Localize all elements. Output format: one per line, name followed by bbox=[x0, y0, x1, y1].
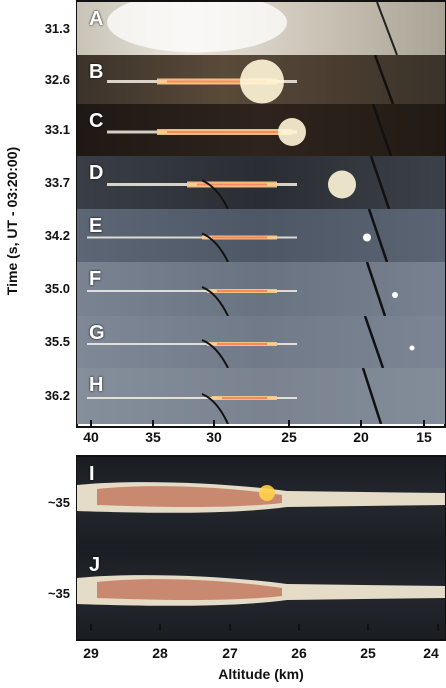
bottom-axis-tick bbox=[159, 624, 161, 631]
panel-letter-h: H bbox=[89, 374, 104, 396]
meteor-trail-c bbox=[107, 104, 393, 156]
panel-i: I bbox=[77, 457, 445, 548]
time-label-f: 35.0 bbox=[44, 281, 70, 296]
bottom-axis-tick-label: 25 bbox=[360, 645, 376, 661]
panel-e: E bbox=[77, 209, 445, 262]
panel-letter-b: B bbox=[89, 61, 104, 83]
top-axis-tick-label: 30 bbox=[206, 429, 222, 445]
meteor-trail-h bbox=[87, 368, 383, 424]
time-label-a: 31.3 bbox=[44, 20, 70, 36]
time-label-g: 35.5 bbox=[44, 334, 70, 349]
bottom-axis-tick-label: 28 bbox=[152, 645, 168, 661]
top-axis-tick bbox=[90, 420, 92, 427]
top-axis-tick bbox=[423, 420, 425, 427]
meteor-trail-closeup-i bbox=[77, 482, 445, 513]
meteor-trail-closeup-j bbox=[77, 575, 445, 606]
meteor-trail-g bbox=[87, 316, 415, 368]
time-label-h: 36.2 bbox=[44, 388, 70, 403]
bottom-axis-tick bbox=[298, 624, 300, 631]
bottom-axis-tick bbox=[437, 624, 439, 631]
time-label-i: ~35 bbox=[47, 495, 70, 510]
top-axis-tick-label: 20 bbox=[353, 429, 369, 445]
meteor-trail-f bbox=[87, 262, 398, 316]
meteor-trail-d bbox=[107, 156, 391, 209]
top-axis-tick bbox=[213, 420, 215, 427]
meteor-trail-a bbox=[107, 2, 398, 55]
panel-c: C bbox=[77, 104, 445, 156]
panel-a: A bbox=[77, 2, 445, 55]
top-axis-tick bbox=[152, 420, 154, 427]
time-label-j: ~35 bbox=[47, 586, 70, 601]
time-label-b: 32.6 bbox=[44, 71, 70, 87]
bottom-axis-tick bbox=[90, 624, 92, 631]
panel-b: B bbox=[77, 55, 445, 104]
top-axis-tick-label: 40 bbox=[83, 429, 99, 445]
time-label-c: 33.1 bbox=[44, 122, 70, 137]
bottom-axis-tick-label: 24 bbox=[423, 645, 439, 661]
top-axis-tick bbox=[288, 420, 290, 427]
panel-g: G bbox=[77, 316, 445, 368]
panel-letter-j: J bbox=[89, 554, 101, 576]
panel-j: J bbox=[77, 548, 445, 639]
top-axis-tick-label: 25 bbox=[281, 429, 297, 445]
x-axis-label: Altitude (km) bbox=[218, 666, 304, 682]
panel-f: F bbox=[77, 262, 445, 316]
top-axis-tick-label: 35 bbox=[145, 429, 161, 445]
bottom-axis-tick-label: 26 bbox=[291, 645, 307, 661]
panel-letter-c: C bbox=[89, 110, 104, 132]
top-axis-tick bbox=[360, 420, 362, 427]
panel-letter-a: A bbox=[89, 8, 104, 30]
panel-letter-d: D bbox=[89, 162, 104, 184]
bottom-axis-tick-label: 27 bbox=[222, 645, 238, 661]
time-label-e: 34.2 bbox=[44, 227, 70, 243]
panel-letter-e: E bbox=[89, 215, 103, 237]
meteor-trail-b bbox=[107, 55, 395, 104]
top-axis-tick-label: 15 bbox=[416, 429, 432, 445]
panel-d: D bbox=[77, 156, 445, 209]
panel-letter-g: G bbox=[89, 322, 105, 344]
time-label-d: 33.7 bbox=[44, 174, 70, 190]
panel-h: H bbox=[77, 368, 445, 424]
panel-letter-f: F bbox=[89, 268, 102, 290]
bottom-axis-tick bbox=[229, 624, 231, 631]
bottom-axis-tick-label: 29 bbox=[83, 645, 99, 661]
panel-letter-i: I bbox=[89, 463, 95, 485]
meteor-trail-e bbox=[87, 209, 389, 262]
bottom-axis-tick bbox=[367, 624, 369, 631]
